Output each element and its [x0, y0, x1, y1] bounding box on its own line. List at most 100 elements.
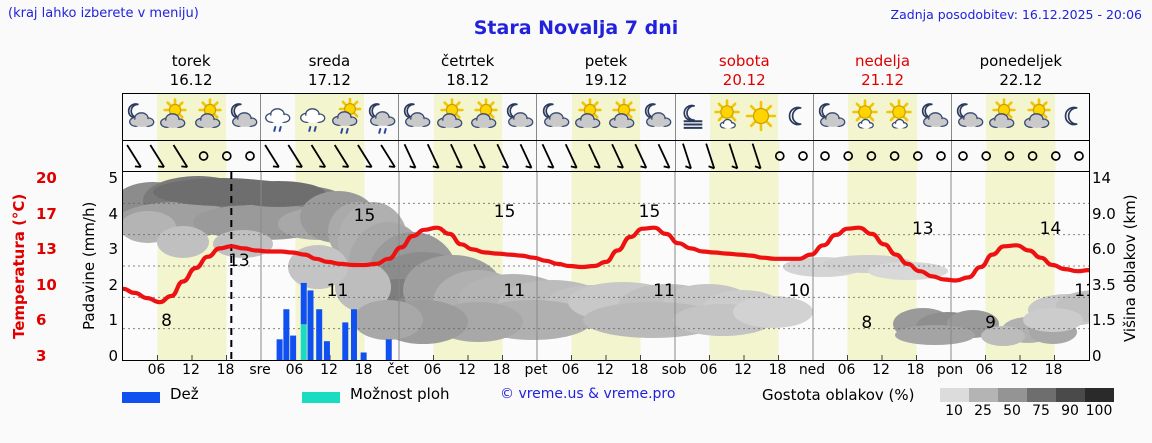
day-icons-četrtek [399, 94, 538, 140]
precipitation-axis-title: Padavine (mm/h) [80, 201, 98, 331]
wind-barbs-nedelja [814, 141, 952, 171]
axis-tick: 17 [36, 204, 57, 223]
chart-legend: Dež Možnost ploh © vreme.us & vreme.pro … [122, 385, 1142, 428]
x-tick-label: 06 [147, 362, 166, 378]
temperature-value-label: 8 [861, 313, 872, 333]
day-header-četrtek: četrtek 18.12 [399, 52, 537, 92]
day-date: 16.12 [169, 71, 213, 89]
day-icons-nedelja [814, 94, 952, 140]
x-tick-label: pon [936, 362, 964, 378]
day-name: sobota [718, 52, 770, 70]
weather-icon-band [122, 93, 1090, 141]
wind-barb-group [403, 141, 533, 171]
rain-legend-label: Dež [170, 385, 199, 403]
x-axis-tick-labels: 06 12 18 sre 06 12 18 čet 06 12 18 pet 06 12 18 sob 06 12… [122, 362, 1090, 382]
weather-icon-moon [1064, 106, 1078, 126]
weather-icon-slot [1055, 94, 1089, 140]
temperature-value-label: 11 [503, 281, 525, 301]
wind-barb-group [681, 141, 808, 171]
weather-icon-slot [157, 94, 192, 140]
x-tick-label: 18 [768, 362, 787, 378]
x-tick-label: 06 [423, 362, 442, 378]
axis-tick: 1.5 [1092, 311, 1116, 330]
temperature-axis-title: Temperatura (°C) [10, 193, 28, 339]
weather-icon-slot [917, 94, 951, 140]
day-header-petek: petek 19.12 [537, 52, 675, 92]
axis-tick: 0 [1092, 347, 1102, 365]
cloud-cover-layer [123, 176, 1089, 346]
day-header-ponedeljek: ponedeljek 22.12 [952, 52, 1090, 92]
temperature-axis-ticks: 20 17 13 10 6 3 [36, 169, 78, 365]
cloud-height-axis-title: Višina oblakov (km) [1121, 194, 1139, 343]
weather-icon-moon-cloud [507, 103, 534, 127]
x-tick-label: 06 [699, 362, 718, 378]
weather-icon-slot [709, 94, 745, 140]
weather-icon-moon-cloud [645, 103, 672, 127]
temperature-value-label: 15 [354, 206, 376, 226]
temperature-labels: 8 13 11 15 11 15 11 15 10 8 13 9 14 11 [161, 202, 1089, 333]
axis-tick: 20 [36, 169, 57, 187]
x-tick-label: ned [798, 362, 826, 378]
axis-tick: 1 [108, 311, 118, 330]
temperature-line [123, 225, 1089, 305]
wind-barbs-sobota [676, 141, 814, 171]
plot-canvas: 8 13 11 15 11 15 11 15 10 8 13 9 14 11 [123, 172, 1089, 360]
showers-legend-swatch [302, 392, 340, 403]
x-tick-label: 18 [216, 362, 235, 378]
weather-icon-slot [329, 94, 364, 140]
x-tick-label: 18 [354, 362, 373, 378]
cloud-density-legend-title: Gostota oblakov (%) [762, 386, 915, 404]
cloud-height-axis-ticks: 14 9.0 6.0 3.5 1.5 0 [1092, 169, 1120, 365]
weather-icon-sun-smallcloud [714, 99, 740, 129]
weather-icon-sun-cloud [574, 98, 602, 128]
cloud-density-swatch [1085, 388, 1114, 402]
wind-barb-group [264, 141, 396, 171]
axis-tick: 6.0 [1092, 240, 1116, 259]
weather-icon-slot [226, 94, 260, 140]
weather-icon-slot [952, 94, 986, 140]
day-date: 17.12 [307, 71, 351, 89]
x-tick-label: 18 [1044, 362, 1063, 378]
weather-icon-slot [605, 94, 641, 140]
last-update-label: Zadnja posodobitev: 16.12.2025 - 20:06 [890, 7, 1142, 22]
precipitation-bars [276, 282, 392, 360]
day-header-sreda: sreda 17.12 [260, 52, 398, 92]
weather-icon-moon-cloud-rain [368, 103, 396, 134]
showers-legend-label: Možnost ploh [350, 385, 450, 403]
wind-barbs-petek [537, 141, 676, 171]
temperature-value-label: 13 [912, 219, 934, 239]
cloud-density-tick-label: 100 [1085, 403, 1113, 419]
weather-icon-slot [882, 94, 917, 140]
x-tick-label: 18 [492, 362, 511, 378]
copyright-label: © vreme.us & vreme.pro [500, 386, 676, 402]
menu-note: (kraj lahko izberete v meniju) [8, 6, 199, 21]
x-tick-label: 12 [320, 362, 338, 378]
weather-icon-slot [433, 94, 468, 140]
axis-tick: 10 [36, 275, 57, 294]
axis-tick: 14 [1092, 169, 1112, 187]
axis-tick: 3 [36, 347, 47, 365]
weather-icon-moon-cloud [956, 103, 984, 127]
weather-icon-moon-fog [683, 104, 703, 129]
precipitation-axis-ticks: 5 4 3 2 1 0 [100, 171, 118, 364]
weather-icon-cloud-rain [265, 108, 291, 132]
wind-barbs-ponedeljek [952, 141, 1089, 171]
day-name: petek [584, 52, 628, 70]
weather-icon-slot [502, 94, 536, 140]
weather-icon-slot [778, 94, 812, 140]
cloud-density-swatch [1056, 388, 1085, 402]
wind-barbs-torek [123, 141, 262, 171]
weather-icon-slot [847, 94, 883, 140]
weather-icon-slot [640, 94, 674, 140]
weather-icon-sun-cloud-rain [331, 97, 362, 134]
axis-tick: 4 [108, 204, 118, 223]
cloud-density-color-scale [940, 388, 1114, 402]
weather-icon-slot [676, 94, 710, 140]
weather-icon-slot [295, 94, 330, 140]
rain-legend-swatch [122, 392, 160, 403]
weather-icon-sun-cloud [160, 98, 188, 128]
cloud-density-swatch [1027, 388, 1056, 402]
axis-tick: 13 [36, 240, 57, 259]
day-name: sreda [308, 52, 351, 70]
cloud-density-swatch [998, 388, 1027, 402]
